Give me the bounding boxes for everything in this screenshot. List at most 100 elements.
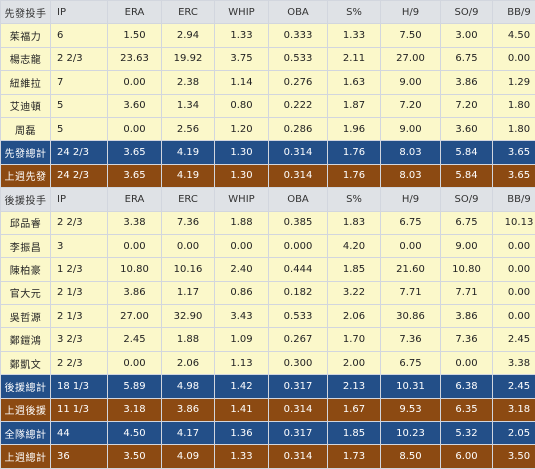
header-ip: IP <box>51 1 107 24</box>
cell-erc: 2.56 <box>162 117 214 141</box>
cell-name: 艾迪頓 <box>1 94 50 117</box>
cell-so9: 6.75 <box>441 211 492 234</box>
header-erc: ERC <box>162 1 214 24</box>
cell-oba: 0.314 <box>269 141 327 164</box>
cell-erc: 0.00 <box>162 234 214 258</box>
cell-h9: 30.86 <box>381 305 440 328</box>
cell-name: 楊志龍 <box>1 47 50 71</box>
starters-header-row: 先發投手 IP ERA ERC WHIP OBA S% H/9 SO/9 BB/9 <box>1 1 535 24</box>
cell-erc: 3.86 <box>162 398 214 422</box>
team-total-row: 全隊總計 44 4.50 4.17 1.36 0.317 1.85 10.23 5.32 2.05 <box>1 422 535 445</box>
cell-erc: 2.38 <box>162 71 214 94</box>
cell-whip: 1.30 <box>215 164 268 188</box>
cell-oba: 0.000 <box>269 234 327 258</box>
cell-bb9: 0.00 <box>493 234 535 258</box>
cell-ip: 24 2/3 <box>51 141 107 164</box>
cell-bb9: 2.45 <box>493 375 535 398</box>
cell-bb9: 3.65 <box>493 141 535 164</box>
cell-h9: 7.50 <box>381 24 440 47</box>
cell-so9: 7.20 <box>441 94 492 117</box>
cell-so9: 7.36 <box>441 328 492 351</box>
cell-oba: 0.222 <box>269 94 327 117</box>
relievers-header-row: 後援投手 IP ERA ERC WHIP OBA S% H/9 SO/9 BB/9 <box>1 188 535 211</box>
cell-name: 李振昌 <box>1 234 50 258</box>
cell-erc: 4.09 <box>162 445 214 468</box>
cell-h9: 9.00 <box>381 117 440 141</box>
cell-s-pct: 4.20 <box>328 234 380 258</box>
header-whip: WHIP <box>215 1 268 24</box>
cell-ip: 5 <box>51 94 107 117</box>
cell-h9: 7.20 <box>381 94 440 117</box>
header-h9: H/9 <box>381 188 440 211</box>
cell-bb9: 0.00 <box>493 281 535 305</box>
cell-s-pct: 1.67 <box>328 398 380 422</box>
cell-erc: 2.94 <box>162 24 214 47</box>
header-bb9: BB/9 <box>493 1 535 24</box>
cell-era: 0.00 <box>108 351 161 375</box>
cell-so9: 5.84 <box>441 164 492 188</box>
cell-whip: 3.43 <box>215 305 268 328</box>
cell-s-pct: 2.06 <box>328 305 380 328</box>
cell-so9: 0.00 <box>441 351 492 375</box>
cell-bb9: 2.45 <box>493 328 535 351</box>
cell-whip: 1.14 <box>215 71 268 94</box>
cell-erc: 1.17 <box>162 281 214 305</box>
cell-bb9: 4.50 <box>493 24 535 47</box>
cell-oba: 0.182 <box>269 281 327 305</box>
cell-erc: 32.90 <box>162 305 214 328</box>
cell-ip: 18 1/3 <box>51 375 107 398</box>
cell-oba: 0.385 <box>269 211 327 234</box>
cell-h9: 6.75 <box>381 211 440 234</box>
cell-h9: 21.60 <box>381 258 440 281</box>
starter-row: 紐維拉 7 0.00 2.38 1.14 0.276 1.63 9.00 3.86 1.29 <box>1 71 535 94</box>
reliever-row: 官大元 2 1/3 3.86 1.17 0.86 0.182 3.22 7.71 7.71 0.0… <box>1 281 535 305</box>
cell-ip: 5 <box>51 117 107 141</box>
header-so9: SO/9 <box>441 1 492 24</box>
cell-era: 0.00 <box>108 117 161 141</box>
cell-s-pct: 1.83 <box>328 211 380 234</box>
cell-name: 先發總計 <box>1 141 50 164</box>
cell-erc: 10.16 <box>162 258 214 281</box>
cell-oba: 0.333 <box>269 24 327 47</box>
cell-erc: 2.06 <box>162 351 214 375</box>
cell-so9: 3.86 <box>441 71 492 94</box>
header-oba: OBA <box>269 188 327 211</box>
header-s-pct: S% <box>328 1 380 24</box>
cell-so9: 5.32 <box>441 422 492 445</box>
cell-h9: 7.71 <box>381 281 440 305</box>
cell-ip: 1 2/3 <box>51 258 107 281</box>
cell-h9: 9.00 <box>381 71 440 94</box>
cell-era: 3.38 <box>108 211 161 234</box>
cell-whip: 0.86 <box>215 281 268 305</box>
header-era: ERA <box>108 188 161 211</box>
header-name: 後援投手 <box>1 188 50 211</box>
cell-era: 23.63 <box>108 47 161 71</box>
cell-s-pct: 1.85 <box>328 422 380 445</box>
cell-whip: 0.00 <box>215 234 268 258</box>
header-era: ERA <box>108 1 161 24</box>
cell-whip: 1.41 <box>215 398 268 422</box>
header-so9: SO/9 <box>441 188 492 211</box>
cell-whip: 1.33 <box>215 24 268 47</box>
cell-ip: 2 2/3 <box>51 47 107 71</box>
header-oba: OBA <box>269 1 327 24</box>
header-erc: ERC <box>162 188 214 211</box>
team-last-week-row: 上週總計 36 3.50 4.09 1.33 0.314 1.73 8.50 6.00 3.50 <box>1 445 535 468</box>
cell-h9: 8.03 <box>381 141 440 164</box>
cell-ip: 7 <box>51 71 107 94</box>
cell-whip: 3.75 <box>215 47 268 71</box>
cell-ip: 11 1/3 <box>51 398 107 422</box>
cell-bb9: 0.00 <box>493 305 535 328</box>
cell-s-pct: 1.76 <box>328 141 380 164</box>
cell-s-pct: 3.22 <box>328 281 380 305</box>
relievers-total-row: 後援總計 18 1/3 5.89 4.98 1.42 0.317 2.13 10.31 6.38… <box>1 375 535 398</box>
cell-h9: 0.00 <box>381 234 440 258</box>
reliever-row: 李振昌 3 0.00 0.00 0.00 0.000 4.20 0.00 9.00 0.00 <box>1 234 535 258</box>
cell-oba: 0.444 <box>269 258 327 281</box>
cell-ip: 2 2/3 <box>51 351 107 375</box>
cell-so9: 6.75 <box>441 47 492 71</box>
header-s-pct: S% <box>328 188 380 211</box>
cell-so9: 5.84 <box>441 141 492 164</box>
starter-row: 艾迪頓 5 3.60 1.34 0.80 0.222 1.87 7.20 7.20 1.80 <box>1 94 535 117</box>
cell-s-pct: 2.00 <box>328 351 380 375</box>
